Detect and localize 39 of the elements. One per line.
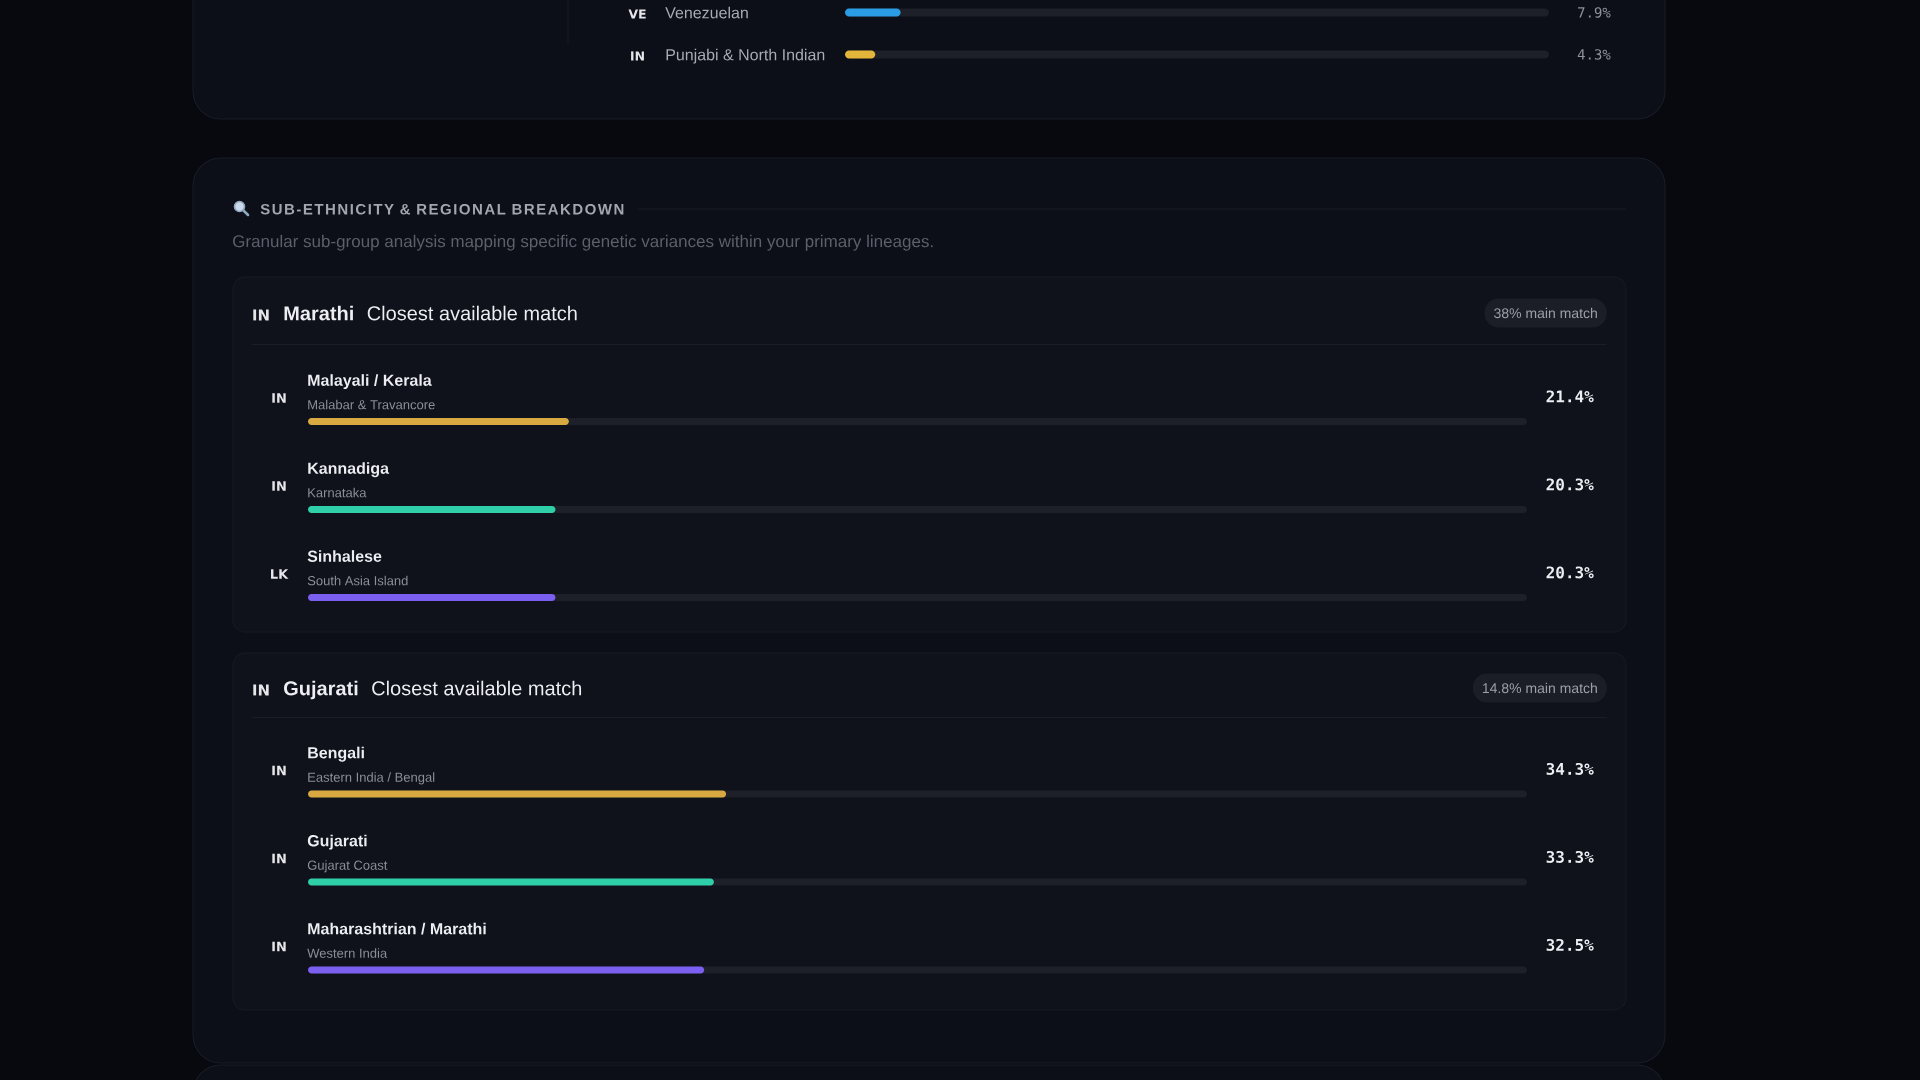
annotation: Malabar & Travancore — [308, 399, 435, 410]
y-tick-label: Malayali / Kerala — [308, 374, 432, 390]
data-label: 32.5% — [1546, 938, 1594, 951]
y-tick-label: Maharashtrian / Marathi — [308, 922, 486, 935]
text: SUB-ETHNICITY & REGIONAL BREAKDOWN — [260, 203, 624, 215]
y-tick-label: Bengali — [308, 746, 364, 762]
text: IN — [272, 941, 286, 952]
text: IN — [253, 309, 269, 321]
data-label: 20.3% — [1546, 566, 1594, 579]
text: IN — [631, 51, 644, 61]
text: LK — [271, 569, 289, 579]
y-tick-label: Venezuelan — [665, 6, 748, 19]
y-tick-label: Sinhalese — [307, 550, 382, 562]
text: IN — [272, 393, 286, 403]
text: Granular sub-group analysis mapping specific genetic variances within your primary lineages. — [233, 234, 933, 251]
text: IN — [272, 765, 286, 776]
y-tick-label: Punjabi & North Indian — [666, 48, 825, 64]
text: IN — [253, 684, 269, 696]
text: 14.8% main match — [1482, 682, 1597, 694]
data-label: 33.3% — [1546, 850, 1594, 863]
text: 38% main match — [1494, 307, 1597, 319]
data-label: 21.4% — [1546, 390, 1594, 403]
annotation: Western India — [307, 948, 388, 958]
y-tick-label: Kannadiga — [308, 462, 390, 478]
data-label: 34.3% — [1546, 762, 1594, 775]
text: VE — [628, 9, 646, 19]
text: IN — [272, 481, 286, 491]
annotation: South Asia Island — [307, 575, 408, 586]
annotation: Gujarat Coast — [307, 860, 388, 873]
y-tick-label: Gujarati — [307, 834, 367, 850]
chart-subtitle: Closest available match — [367, 305, 577, 321]
chart-subtitle: Closest available match — [372, 680, 582, 696]
data-label: 7.9% — [1578, 7, 1611, 18]
text: IN — [272, 853, 286, 864]
data-label: 20.3% — [1546, 478, 1594, 491]
data-label: 4.3% — [1577, 49, 1611, 60]
chart-title: Marathi — [284, 305, 353, 321]
annotation: Eastern India / Bengal — [308, 772, 435, 785]
annotation: Karnataka — [308, 487, 367, 498]
